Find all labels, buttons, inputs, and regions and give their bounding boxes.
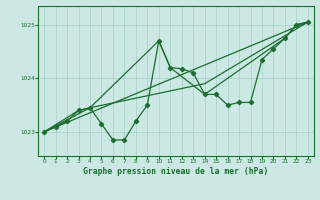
X-axis label: Graphe pression niveau de la mer (hPa): Graphe pression niveau de la mer (hPa) [84, 167, 268, 176]
